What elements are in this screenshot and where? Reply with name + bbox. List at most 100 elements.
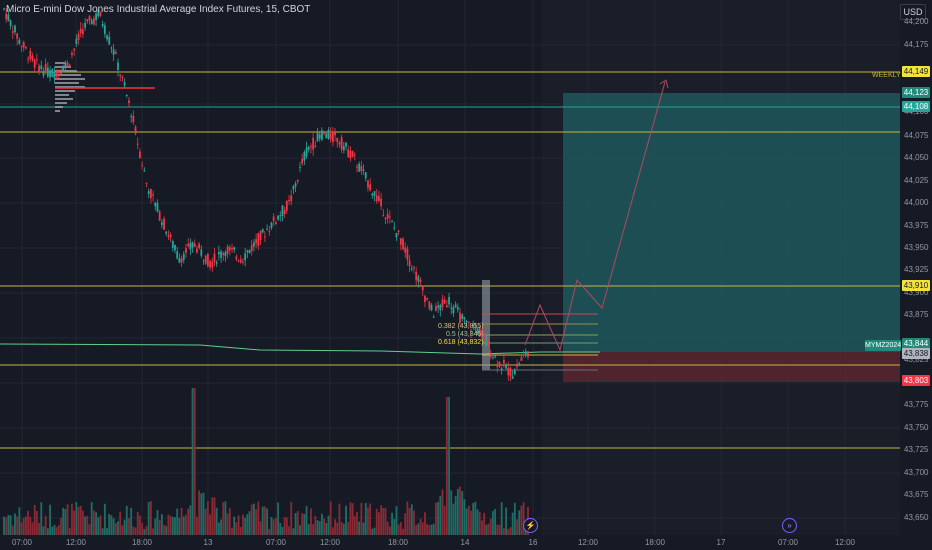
- symbol-title[interactable]: Micro E-mini Dow Jones Industrial Averag…: [6, 4, 311, 15]
- fib-label-0618: 0.618 (43,832): [438, 339, 484, 346]
- volume-bar: [44, 515, 47, 535]
- candle-body: [285, 200, 288, 211]
- volume-bar: [14, 513, 16, 535]
- candle-body: [492, 357, 494, 359]
- candle-body: [169, 234, 172, 238]
- volume-bar: [456, 488, 459, 535]
- volume-bar: [318, 521, 321, 535]
- goto-realtime-icon[interactable]: »: [782, 518, 797, 533]
- candle-body: [75, 38, 78, 45]
- volume-bar: [18, 507, 21, 535]
- volume-bar: [435, 502, 437, 535]
- volume-bar: [209, 514, 211, 535]
- volume-bar: [134, 527, 137, 535]
- volume-bar: [152, 528, 154, 535]
- candle-body: [435, 306, 437, 311]
- volume-bar: [228, 507, 231, 535]
- candle-body: [404, 247, 407, 253]
- weekly-level-label: WEEKLY: [872, 72, 901, 79]
- candle-body: [204, 255, 207, 264]
- candle-body: [299, 166, 301, 168]
- volume-bar: [95, 512, 97, 535]
- volume-bar: [7, 515, 10, 535]
- volume-bar: [459, 486, 461, 535]
- candle-body: [391, 221, 393, 223]
- candle-body: [502, 360, 505, 364]
- candle-body: [518, 363, 521, 366]
- volume-bar: [500, 502, 503, 535]
- volume-bar: [5, 517, 8, 535]
- candle-body: [452, 307, 455, 314]
- volume-bar: [114, 523, 117, 535]
- volume-bar: [42, 526, 45, 535]
- candle-body: [325, 133, 328, 139]
- volume-bar: [46, 528, 49, 535]
- volume-bar: [231, 527, 233, 535]
- volume-bar: [470, 510, 472, 535]
- candlestick-series: [3, 7, 529, 382]
- volume-bar: [106, 528, 108, 535]
- volume-bar: [378, 512, 380, 535]
- volume-bar: [261, 506, 264, 535]
- lightning-icon[interactable]: ⚡: [523, 518, 538, 533]
- candle-body: [231, 248, 233, 250]
- price-tick: 44,000: [904, 198, 929, 207]
- candle-body: [264, 236, 266, 238]
- contract-badge: MYMZ2024: [865, 340, 902, 351]
- candle-body: [180, 258, 183, 263]
- candle-body: [51, 69, 54, 77]
- volume-bar: [299, 525, 301, 535]
- candle-body: [165, 231, 168, 234]
- volume-bar: [496, 524, 499, 535]
- candle-body: [487, 341, 490, 348]
- candle-body: [338, 142, 341, 145]
- volume-bar: [233, 516, 236, 535]
- volume-bar: [187, 508, 190, 535]
- volume-bar: [347, 521, 350, 535]
- volume-bar: [329, 501, 332, 535]
- volume-bar: [489, 518, 492, 535]
- candle-body: [310, 146, 312, 148]
- volume-bar: [270, 516, 273, 535]
- candle-body: [430, 304, 433, 311]
- candle-body: [450, 307, 453, 309]
- volume-bar: [64, 508, 67, 535]
- volume-bar: [110, 515, 113, 535]
- volume-bar: [399, 522, 402, 535]
- candle-body: [202, 259, 205, 261]
- volume-bar: [494, 508, 497, 535]
- candle-body: [182, 253, 185, 260]
- currency-button[interactable]: USD: [900, 4, 926, 20]
- volume-bar: [303, 513, 306, 535]
- volume-bar: [119, 511, 122, 535]
- time-tick: 18:00: [644, 538, 666, 547]
- volume-bar: [51, 526, 54, 535]
- volume-bar: [9, 515, 12, 535]
- volume-bar: [224, 501, 227, 535]
- volume-bar: [388, 526, 391, 535]
- candle-body: [77, 33, 80, 41]
- candle-body: [268, 231, 271, 233]
- volume-bar: [226, 513, 229, 535]
- candle-body: [527, 351, 529, 357]
- candle-body: [99, 11, 102, 17]
- volume-bar: [310, 508, 312, 535]
- volume-bar: [174, 517, 176, 535]
- candle-body: [5, 13, 8, 20]
- candle-body: [176, 251, 179, 259]
- candle-body: [454, 304, 457, 308]
- price-tick: 43,725: [904, 445, 929, 454]
- candle-body: [79, 28, 82, 34]
- candle-body: [92, 18, 95, 25]
- candle-body: [143, 170, 146, 172]
- candle-body: [7, 14, 10, 21]
- candle-body: [378, 196, 380, 201]
- price-tick: 43,900: [904, 288, 929, 297]
- candle-body: [57, 71, 60, 74]
- candle-body: [277, 215, 279, 220]
- volume-bar: [112, 518, 115, 535]
- volume-bar: [220, 519, 222, 535]
- candle-body: [114, 51, 117, 54]
